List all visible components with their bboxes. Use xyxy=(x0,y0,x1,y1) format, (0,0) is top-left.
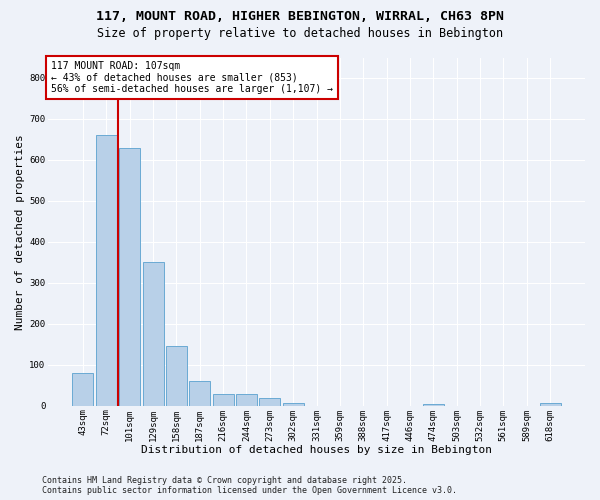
Bar xyxy=(236,394,257,406)
Bar xyxy=(189,381,210,406)
Bar xyxy=(143,262,164,406)
Bar xyxy=(96,136,117,406)
Text: 117 MOUNT ROAD: 107sqm
← 43% of detached houses are smaller (853)
56% of semi-de: 117 MOUNT ROAD: 107sqm ← 43% of detached… xyxy=(51,61,333,94)
Text: 117, MOUNT ROAD, HIGHER BEBINGTON, WIRRAL, CH63 8PN: 117, MOUNT ROAD, HIGHER BEBINGTON, WIRRA… xyxy=(96,10,504,23)
Bar xyxy=(73,373,94,406)
X-axis label: Distribution of detached houses by size in Bebington: Distribution of detached houses by size … xyxy=(141,445,492,455)
Bar xyxy=(283,402,304,406)
Bar xyxy=(259,398,280,406)
Bar xyxy=(423,404,444,406)
Bar xyxy=(539,402,560,406)
Bar xyxy=(166,346,187,406)
Text: Contains HM Land Registry data © Crown copyright and database right 2025.
Contai: Contains HM Land Registry data © Crown c… xyxy=(42,476,457,495)
Bar xyxy=(212,394,233,406)
Y-axis label: Number of detached properties: Number of detached properties xyxy=(15,134,25,330)
Text: Size of property relative to detached houses in Bebington: Size of property relative to detached ho… xyxy=(97,28,503,40)
Bar xyxy=(119,148,140,406)
